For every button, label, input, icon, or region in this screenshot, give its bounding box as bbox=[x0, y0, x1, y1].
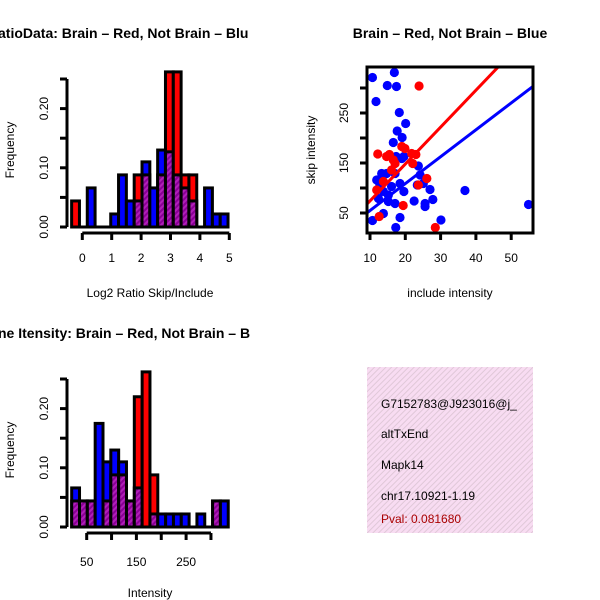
scatter-y-label: skip intensity bbox=[304, 116, 318, 185]
not-brain-point bbox=[371, 96, 381, 107]
y-tick-label: 0.20 bbox=[37, 97, 51, 121]
brain-point bbox=[430, 222, 440, 233]
brain-point bbox=[374, 211, 384, 222]
x-tick-label: 40 bbox=[469, 251, 483, 265]
overlap-bar bbox=[187, 199, 199, 229]
x-tick-label: 150 bbox=[126, 555, 146, 569]
scatter-panel: Brain – Red, Not Brain – Blue include in… bbox=[304, 25, 547, 300]
ratio-histogram-panel: atioData: Brain – Red, Not Brain – Blu L… bbox=[0, 25, 248, 300]
not-brain-point bbox=[394, 107, 404, 118]
brain-point bbox=[414, 81, 424, 91]
info-event-type: altTxEnd bbox=[381, 427, 428, 441]
y-tick-label: 0.00 bbox=[37, 515, 51, 539]
not-brain-point bbox=[523, 199, 533, 210]
not-brain-point bbox=[367, 215, 378, 226]
y-tick-label: 0.10 bbox=[37, 156, 51, 180]
info-gene: Mapk14 bbox=[381, 458, 424, 472]
not-brain-bar bbox=[195, 512, 207, 529]
x-tick-label: 50 bbox=[80, 555, 94, 569]
brain-point bbox=[422, 173, 432, 184]
scatter-title: Brain – Red, Not Brain – Blue bbox=[353, 25, 548, 41]
brain-point bbox=[413, 180, 423, 190]
not-brain-point bbox=[392, 126, 402, 136]
not-brain-point bbox=[377, 168, 387, 179]
not-brain-point bbox=[401, 118, 411, 129]
not-brain-bar bbox=[85, 186, 97, 229]
info-box: G7152783@J923016@j_ altTxEnd Mapk14 chr1… bbox=[367, 367, 533, 533]
x-tick-label: 20 bbox=[399, 251, 413, 265]
brain-point bbox=[400, 143, 410, 154]
x-tick-label: 30 bbox=[434, 251, 448, 265]
not-brain-point bbox=[460, 185, 470, 196]
intensity-x-label: Intensity bbox=[128, 586, 173, 600]
y-tick-label: 0.10 bbox=[37, 456, 51, 480]
ratio-x-label: Log2 Ratio Skip/Include bbox=[87, 286, 214, 300]
info-pval: Pval: 0.081680 bbox=[381, 512, 461, 526]
not-brain-point bbox=[391, 81, 402, 92]
not-brain-bar bbox=[218, 499, 230, 529]
x-tick-label: 250 bbox=[176, 555, 196, 569]
scatter-x-label: include intensity bbox=[407, 286, 492, 300]
y-tick-label: 50 bbox=[337, 206, 351, 220]
not-brain-point bbox=[397, 132, 407, 143]
scatter-plot-box bbox=[365, 65, 535, 235]
not-brain-point bbox=[436, 215, 446, 225]
not-brain-point bbox=[389, 67, 399, 78]
not-brain-point bbox=[391, 222, 401, 233]
y-tick-label: 0.00 bbox=[37, 215, 51, 239]
info-background bbox=[367, 367, 533, 533]
not-brain-point bbox=[382, 80, 392, 91]
not-brain-point bbox=[386, 181, 397, 192]
ratio-y-label: Frequency bbox=[3, 122, 17, 179]
y-tick-label: 250 bbox=[337, 103, 351, 123]
info-event-id: G7152783@J923016@j_ bbox=[381, 397, 517, 411]
intensity-histogram-title: ne Itensity: Brain – Red, Not Brain – B bbox=[0, 325, 250, 341]
x-tick-label: 50 bbox=[505, 251, 519, 265]
x-tick-label: 10 bbox=[363, 251, 377, 265]
brain-point bbox=[408, 158, 418, 169]
y-tick-label: 150 bbox=[337, 153, 351, 173]
intensity-y-label: Frequency bbox=[3, 422, 17, 479]
x-tick-label: 4 bbox=[197, 251, 204, 265]
not-brain-point bbox=[425, 184, 435, 195]
not-brain-point bbox=[428, 194, 438, 205]
x-tick-label: 3 bbox=[167, 251, 174, 265]
brain-point bbox=[386, 165, 397, 175]
not-brain-point bbox=[388, 137, 398, 148]
not-brain-bar bbox=[218, 212, 230, 229]
not-brain-point bbox=[420, 201, 430, 212]
brain-bar bbox=[70, 199, 81, 229]
brain-point bbox=[373, 149, 383, 159]
info-location: chr17.10921-1.19 bbox=[381, 489, 475, 503]
x-tick-label: 1 bbox=[108, 251, 115, 265]
not-brain-point bbox=[395, 212, 405, 223]
not-brain-bar bbox=[179, 512, 191, 529]
not-brain-fit-line bbox=[367, 85, 533, 215]
y-tick-label: 0.20 bbox=[37, 397, 51, 421]
brain-point bbox=[398, 200, 408, 211]
not-brain-point bbox=[399, 151, 409, 162]
x-tick-label: 0 bbox=[79, 251, 86, 265]
x-tick-label: 5 bbox=[226, 251, 233, 265]
intensity-histogram-panel: ne Itensity: Brain – Red, Not Brain – B … bbox=[0, 325, 250, 600]
not-brain-point bbox=[409, 196, 419, 206]
not-brain-point bbox=[367, 72, 378, 83]
not-brain-point bbox=[390, 198, 400, 209]
x-tick-label: 2 bbox=[138, 251, 145, 265]
ratio-histogram-title: atioData: Brain – Red, Not Brain – Blu bbox=[0, 25, 248, 41]
not-brain-point bbox=[399, 186, 409, 197]
brain-fit-line bbox=[367, 67, 501, 207]
